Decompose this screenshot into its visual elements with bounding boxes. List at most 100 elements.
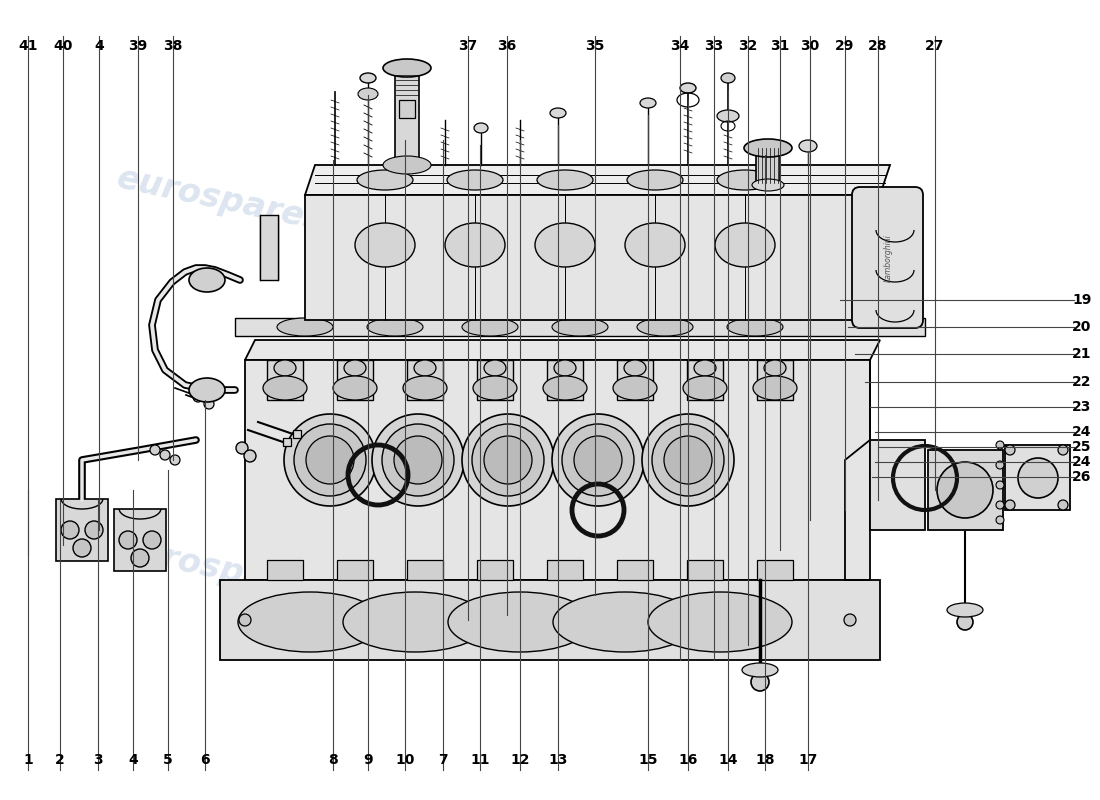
Text: 31: 31: [770, 39, 790, 53]
Bar: [56, 499, 108, 561]
Text: 4: 4: [95, 39, 103, 53]
Bar: [399, 100, 415, 118]
Text: 27: 27: [925, 39, 945, 53]
Ellipse shape: [694, 360, 716, 376]
Circle shape: [996, 481, 1004, 489]
Ellipse shape: [640, 98, 656, 108]
Circle shape: [844, 614, 856, 626]
Circle shape: [1058, 500, 1068, 510]
Text: 4: 4: [128, 753, 138, 767]
Circle shape: [239, 614, 251, 626]
Text: 6: 6: [200, 753, 210, 767]
Ellipse shape: [484, 360, 506, 376]
Polygon shape: [245, 340, 880, 360]
Text: eurospares: eurospares: [113, 532, 327, 608]
Text: 11: 11: [471, 753, 490, 767]
Circle shape: [462, 414, 554, 506]
Text: 12: 12: [510, 753, 530, 767]
Circle shape: [143, 531, 161, 549]
Ellipse shape: [947, 603, 983, 617]
Bar: [283, 438, 292, 446]
Ellipse shape: [552, 318, 608, 336]
Bar: [293, 430, 301, 438]
Text: 28: 28: [868, 39, 888, 53]
Bar: [547, 360, 583, 400]
Bar: [337, 560, 373, 580]
Bar: [757, 560, 793, 580]
Circle shape: [284, 414, 376, 506]
Circle shape: [1005, 445, 1015, 455]
Bar: [305, 195, 880, 320]
Ellipse shape: [754, 376, 798, 400]
Text: 23: 23: [1072, 400, 1091, 414]
Ellipse shape: [274, 360, 296, 376]
Bar: [547, 560, 583, 580]
Ellipse shape: [383, 59, 431, 77]
Text: 19: 19: [1072, 293, 1091, 307]
Polygon shape: [305, 165, 890, 195]
Text: 24: 24: [1072, 425, 1091, 439]
Text: 29: 29: [835, 39, 855, 53]
Circle shape: [394, 436, 442, 484]
Ellipse shape: [683, 376, 727, 400]
Text: eurospares: eurospares: [113, 162, 327, 238]
Bar: [337, 360, 373, 400]
Text: 5: 5: [163, 753, 173, 767]
Ellipse shape: [613, 376, 657, 400]
Bar: [407, 360, 443, 400]
Ellipse shape: [473, 376, 517, 400]
Text: 18: 18: [756, 753, 774, 767]
Text: 14: 14: [718, 753, 738, 767]
Ellipse shape: [474, 123, 488, 133]
Ellipse shape: [744, 139, 792, 157]
Circle shape: [204, 399, 214, 409]
Circle shape: [1018, 458, 1058, 498]
Circle shape: [160, 450, 170, 460]
Text: 36: 36: [497, 39, 517, 53]
Circle shape: [60, 521, 79, 539]
Text: 24: 24: [1072, 455, 1091, 469]
Ellipse shape: [742, 663, 778, 677]
Circle shape: [244, 450, 256, 462]
Ellipse shape: [189, 268, 226, 292]
Text: 40: 40: [53, 39, 73, 53]
Circle shape: [957, 614, 974, 630]
Circle shape: [73, 539, 91, 557]
Ellipse shape: [680, 83, 696, 93]
Text: 3: 3: [94, 753, 102, 767]
Bar: [688, 360, 723, 400]
Circle shape: [996, 516, 1004, 524]
Bar: [395, 68, 419, 165]
Text: 17: 17: [799, 753, 817, 767]
Bar: [260, 215, 278, 280]
FancyBboxPatch shape: [852, 187, 923, 328]
Circle shape: [996, 461, 1004, 469]
Circle shape: [472, 424, 544, 496]
Bar: [245, 360, 870, 580]
Ellipse shape: [333, 376, 377, 400]
Ellipse shape: [720, 73, 735, 83]
Ellipse shape: [537, 170, 593, 190]
Ellipse shape: [343, 592, 487, 652]
Text: 2: 2: [55, 753, 65, 767]
Bar: [756, 148, 780, 183]
Ellipse shape: [625, 223, 685, 267]
Bar: [477, 360, 513, 400]
Bar: [617, 360, 653, 400]
Text: 25: 25: [1072, 440, 1091, 454]
Ellipse shape: [727, 318, 783, 336]
Circle shape: [192, 392, 204, 402]
Text: 33: 33: [704, 39, 724, 53]
Bar: [757, 360, 793, 400]
Bar: [267, 360, 303, 400]
Ellipse shape: [448, 592, 592, 652]
Bar: [267, 560, 303, 580]
Ellipse shape: [624, 360, 646, 376]
Ellipse shape: [717, 170, 773, 190]
Text: 9: 9: [363, 753, 373, 767]
Ellipse shape: [715, 223, 775, 267]
Ellipse shape: [414, 360, 436, 376]
Ellipse shape: [553, 592, 697, 652]
Ellipse shape: [554, 360, 576, 376]
Ellipse shape: [360, 73, 376, 83]
